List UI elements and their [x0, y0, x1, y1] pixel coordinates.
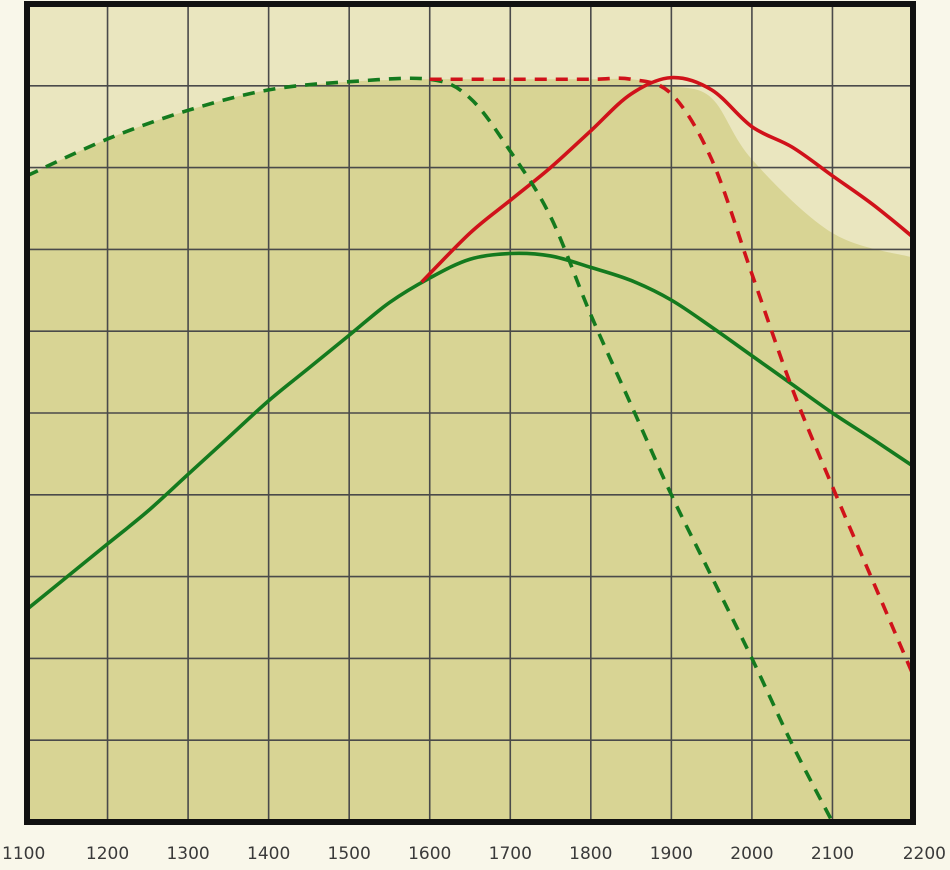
x-axis-ticks: 1100 1200 1300 1400 1500 1600 1700 1800 1900 2000…: [2, 844, 946, 864]
envelope-area: [27, 78, 913, 822]
plot-frame: [24, 1, 916, 825]
x-tick-label: 1900: [650, 844, 693, 864]
x-tick-label: 1400: [247, 844, 290, 864]
envelope-fill: [27, 78, 913, 822]
series-line-red-dashed-3: [429, 76, 915, 676]
x-tick-label: 1800: [569, 844, 612, 864]
series-line-green-dashed-2: [26, 76, 835, 823]
x-tick-label: 1500: [328, 844, 371, 864]
series-line-red-solid-1: [420, 75, 915, 284]
x-tick-label: 2000: [730, 844, 773, 864]
x-tick-label: 1600: [408, 844, 451, 864]
x-tick-label: 1700: [489, 844, 532, 864]
series-group: [25, 75, 915, 823]
series-line-green-solid-0: [25, 251, 915, 611]
x-tick-label: 2200: [903, 844, 946, 864]
x-tick-label: 1300: [166, 844, 209, 864]
x-tick-label: 1200: [86, 844, 129, 864]
x-tick-label: 1100: [2, 844, 45, 864]
x-tick-label: 2100: [811, 844, 854, 864]
